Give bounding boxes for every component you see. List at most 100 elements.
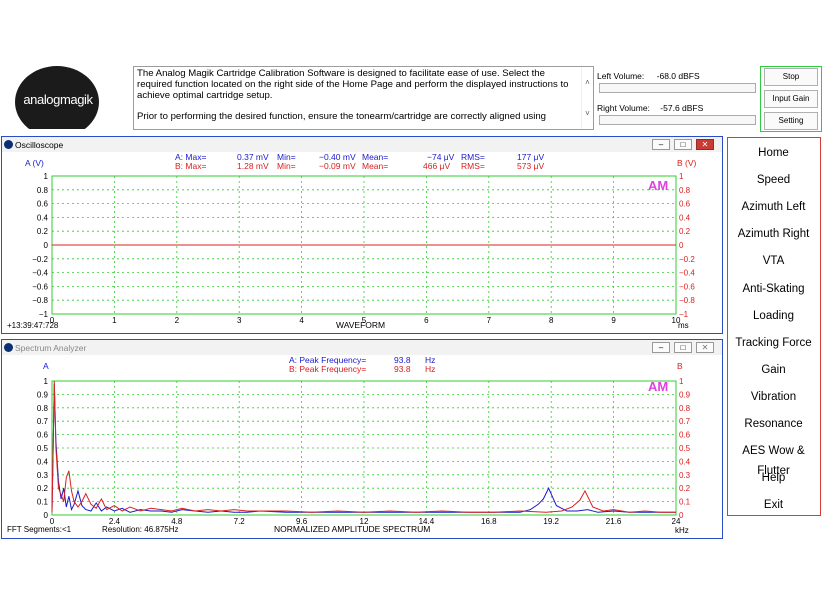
osc-y-tick-right: −0.4 bbox=[679, 269, 695, 278]
osc-b-mean-label: Mean= bbox=[362, 161, 388, 171]
osc-b-min-label: Min= bbox=[277, 161, 296, 171]
description-paragraph-2: Prior to performing the desired function… bbox=[137, 111, 547, 122]
osc-plot-area: 1 1 0.8 0.8 0.6 0.6 0.4 0.4 0.2 0.2 0 0 −0.2 −0.2 −0.4… bbox=[32, 172, 695, 325]
nav-item-loading[interactable]: Loading bbox=[753, 309, 794, 322]
spec-x-tick: 0 bbox=[50, 517, 55, 526]
spec-y-tick-right: 0.8 bbox=[679, 404, 691, 413]
osc-a-min: −0.40 mV bbox=[319, 152, 356, 162]
osc-y-tick-right: 0.6 bbox=[679, 200, 691, 209]
app-icon bbox=[4, 343, 13, 352]
stop-button[interactable]: Stop bbox=[764, 68, 818, 86]
nav-item-aes-wow-flutter[interactable]: AES Wow & Flutter bbox=[742, 445, 805, 478]
nav-item-azimuth-right[interactable]: Azimuth Right bbox=[737, 228, 810, 241]
osc-y-tick-left: −0.2 bbox=[32, 255, 48, 264]
left-volume-value: -68.0 dBFS bbox=[656, 71, 700, 81]
osc-a-mean: −74 μV bbox=[427, 152, 455, 162]
osc-b-rms-label: RMS= bbox=[461, 161, 485, 171]
nav-item-exit[interactable]: Exit bbox=[763, 499, 784, 512]
osc-y-tick-left: 1 bbox=[44, 172, 49, 181]
osc-x-tick: 7 bbox=[487, 316, 492, 325]
nav-item-vta[interactable]: VTA bbox=[762, 255, 785, 268]
spec-y-tick-left: 0.5 bbox=[37, 444, 49, 453]
osc-a-rms-label: RMS= bbox=[461, 152, 485, 162]
spec-y-tick-left: 0.1 bbox=[37, 498, 49, 507]
spec-y-tick-right: 0.4 bbox=[679, 457, 691, 466]
osc-b-rms: 573 μV bbox=[517, 161, 544, 171]
spec-a-peak-unit: Hz bbox=[425, 355, 435, 365]
osc-b-min: −0.09 mV bbox=[319, 161, 356, 171]
right-volume-value: -57.6 dBFS bbox=[660, 103, 704, 113]
spec-x-tick: 7.2 bbox=[234, 517, 246, 526]
osc-x-tick: 2 bbox=[175, 316, 180, 325]
oscilloscope-window: Oscilloscope – □ ✕ 1 1 0.8 0.8 0.6 0.6 0.4 0.4 0… bbox=[1, 136, 723, 334]
osc-x-tick: 10 bbox=[672, 316, 681, 325]
osc-a-mean-label: Mean= bbox=[362, 152, 388, 162]
app-icon bbox=[4, 140, 13, 149]
spec-y-tick-right: 0.5 bbox=[679, 444, 691, 453]
spec-a-peak-value: 93.8 bbox=[394, 355, 411, 365]
spec-y-tick-left: 0 bbox=[44, 511, 49, 520]
spec-x-tick: 12 bbox=[360, 517, 369, 526]
nav-item-resonance[interactable]: Resonance bbox=[744, 418, 803, 430]
nav-item-anti-skating[interactable]: Anti-Skating bbox=[742, 282, 805, 295]
spectrum-analyzer-window: Spectrum Analyzer – □ ✕ 1 1 0.9 0.9 0.8 0.8 0.… bbox=[1, 339, 723, 539]
input-gain-button[interactable]: Input Gain bbox=[764, 90, 818, 108]
nav-item-help[interactable]: Help bbox=[761, 472, 786, 485]
osc-x-tick: 4 bbox=[299, 316, 304, 325]
osc-y-tick-left: −1 bbox=[39, 310, 49, 319]
osc-b-max-label: B: Max= bbox=[175, 161, 206, 171]
minimize-icon[interactable]: – bbox=[652, 139, 670, 150]
spec-y-tick-right: 0.9 bbox=[679, 390, 691, 399]
spectrum-titlebar: Spectrum Analyzer – □ ✕ bbox=[2, 340, 722, 355]
maximize-icon[interactable]: □ bbox=[674, 139, 692, 150]
spec-b-axis-label: B bbox=[677, 361, 683, 371]
spec-y-tick-right: 0.7 bbox=[679, 417, 691, 426]
oscilloscope-plot: 1 1 0.8 0.8 0.6 0.6 0.4 0.4 0.2 0.2 0 0 −0.2 −0.2 −0.4… bbox=[7, 152, 697, 330]
spec-x-tick: 4.8 bbox=[171, 517, 183, 526]
spectrum-plot: 1 1 0.9 0.9 0.8 0.8 0.7 0.7 0.6 0.6 0.5 0.5 0.4 0.4 0.… bbox=[7, 355, 691, 535]
osc-x-axis-title: WAVEFORM bbox=[336, 320, 385, 330]
spec-b-peak-value: 93.8 bbox=[394, 364, 411, 374]
close-icon[interactable]: ✕ bbox=[696, 342, 714, 353]
spec-y-tick-right: 1 bbox=[679, 377, 684, 386]
left-volume-bar bbox=[599, 83, 756, 93]
osc-y-tick-right: 0.2 bbox=[679, 227, 691, 236]
nav-item-home[interactable]: Home bbox=[758, 147, 789, 159]
nav-item-speed[interactable]: Speed bbox=[756, 174, 791, 187]
spec-b-peak-label: B: Peak Frequency= bbox=[289, 364, 366, 374]
nav-item-vibration[interactable]: Vibration bbox=[750, 390, 797, 403]
description-textbox[interactable]: The Analog Magik Cartridge Calibration S… bbox=[133, 66, 594, 130]
osc-b-axis-label: B (V) bbox=[677, 158, 697, 168]
scroll-up-icon[interactable]: ˄ bbox=[585, 78, 590, 87]
analogmagik-logo: analogmagik bbox=[5, 66, 111, 129]
spec-x-tick: 14.4 bbox=[419, 517, 435, 526]
fft-segments-label: FFT Segments:<1 bbox=[7, 525, 72, 534]
setting-button[interactable]: Setting bbox=[764, 112, 818, 130]
maximize-icon[interactable]: □ bbox=[674, 342, 692, 353]
close-icon[interactable]: ✕ bbox=[696, 139, 714, 150]
osc-watermark: AM bbox=[648, 178, 668, 193]
osc-a-max: 0.37 mV bbox=[237, 152, 269, 162]
spec-y-tick-right: 0.6 bbox=[679, 431, 691, 440]
osc-y-tick-left: 0.6 bbox=[37, 200, 49, 209]
osc-x-tick: 8 bbox=[549, 316, 554, 325]
description-paragraph-1: The Analog Magik Cartridge Calibration S… bbox=[137, 68, 569, 101]
function-nav-panel: Home Speed Azimuth Left Azimuth Right VTA Ant… bbox=[727, 137, 821, 516]
nav-item-tracking-force[interactable]: Tracking Force bbox=[735, 336, 812, 349]
osc-x-tick: 5 bbox=[362, 316, 367, 325]
nav-item-gain[interactable]: Gain bbox=[761, 363, 786, 376]
osc-y-tick-left: −0.6 bbox=[32, 282, 48, 291]
right-volume-label: Right Volume: bbox=[597, 103, 650, 113]
nav-item-azimuth-left[interactable]: Azimuth Left bbox=[741, 201, 806, 214]
minimize-icon[interactable]: – bbox=[652, 342, 670, 353]
spec-y-tick-left: 1 bbox=[44, 377, 49, 386]
spec-y-tick-right: 0.3 bbox=[679, 471, 691, 480]
osc-y-tick-right: −0.8 bbox=[679, 296, 695, 305]
spec-y-tick-right: 0 bbox=[679, 511, 684, 520]
osc-y-tick-left: 0.2 bbox=[37, 227, 49, 236]
description-scrollbar[interactable]: ˄ ˅ bbox=[581, 67, 593, 129]
spec-x-axis-title: NORMALIZED AMPLITUDE SPECTRUM bbox=[274, 524, 430, 534]
osc-a-axis-label: A (V) bbox=[25, 158, 44, 168]
scroll-down-icon[interactable]: ˅ bbox=[585, 109, 590, 118]
